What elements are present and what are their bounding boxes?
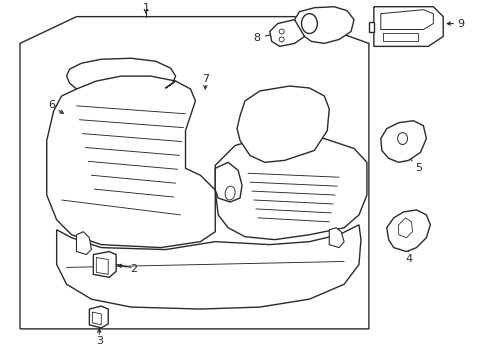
- PathPatch shape: [215, 136, 366, 240]
- Ellipse shape: [279, 29, 284, 34]
- PathPatch shape: [382, 33, 418, 41]
- PathPatch shape: [57, 225, 360, 309]
- PathPatch shape: [92, 312, 101, 325]
- PathPatch shape: [215, 162, 242, 202]
- PathPatch shape: [237, 86, 328, 162]
- PathPatch shape: [76, 232, 91, 255]
- Ellipse shape: [301, 14, 317, 33]
- PathPatch shape: [20, 17, 368, 329]
- Ellipse shape: [279, 37, 284, 42]
- Text: 2: 2: [130, 264, 137, 274]
- PathPatch shape: [368, 22, 373, 32]
- PathPatch shape: [373, 7, 442, 46]
- PathPatch shape: [294, 7, 353, 44]
- Text: 4: 4: [404, 255, 411, 265]
- PathPatch shape: [89, 306, 108, 328]
- Ellipse shape: [397, 132, 407, 144]
- Text: 5: 5: [414, 163, 421, 173]
- Text: 7: 7: [202, 74, 208, 84]
- PathPatch shape: [380, 10, 432, 30]
- PathPatch shape: [398, 218, 412, 238]
- Text: 3: 3: [96, 336, 102, 346]
- PathPatch shape: [47, 76, 215, 248]
- Ellipse shape: [224, 186, 235, 200]
- PathPatch shape: [96, 257, 108, 274]
- PathPatch shape: [380, 121, 426, 162]
- Text: 1: 1: [142, 3, 149, 13]
- PathPatch shape: [328, 228, 344, 248]
- PathPatch shape: [269, 19, 304, 46]
- PathPatch shape: [93, 252, 116, 277]
- Text: 9: 9: [457, 19, 464, 28]
- Text: 8: 8: [253, 33, 260, 44]
- Text: 6: 6: [48, 100, 55, 110]
- PathPatch shape: [386, 210, 429, 252]
